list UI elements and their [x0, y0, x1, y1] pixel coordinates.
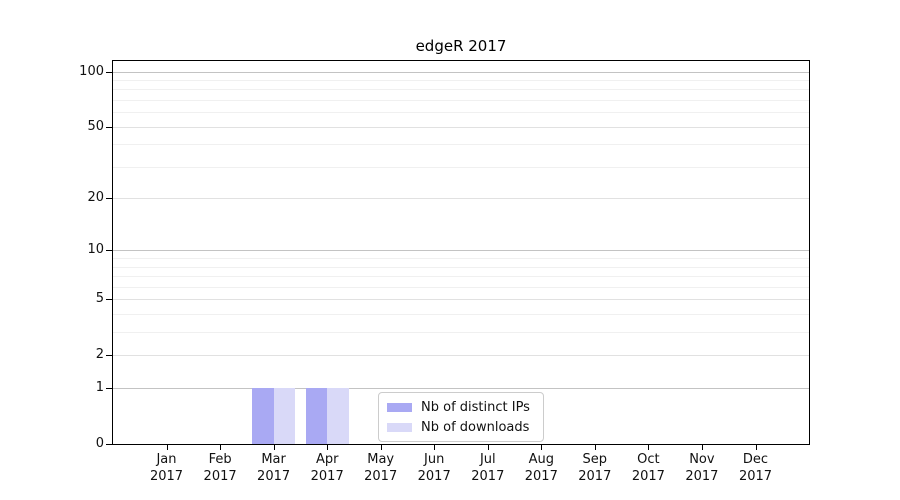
x-tick-label-line: Sep: [582, 452, 608, 467]
x-tick-label-line: 2017: [417, 469, 451, 484]
x-tick-label-line: 2017: [149, 469, 184, 484]
x-tick-label: Jun 2017: [418, 451, 451, 485]
y-tick-label: 20: [87, 190, 104, 206]
x-tick-label-line: 2017: [578, 469, 612, 484]
legend-label: Nb of downloads: [421, 419, 530, 435]
x-tick-mark: [701, 445, 703, 450]
x-tick-label: Feb 2017: [204, 451, 237, 485]
y-tick-mark: [106, 388, 112, 390]
gridline-major: [113, 388, 809, 390]
y-tick-label: 5: [95, 291, 104, 307]
legend-row: Nb of distinct IPs: [385, 398, 537, 416]
x-tick-label: Aug 2017: [525, 451, 558, 485]
x-tick-mark: [541, 445, 543, 450]
x-tick-label-line: 2017: [257, 469, 291, 484]
y-tick-label: 100: [79, 63, 104, 79]
x-tick-label-line: 2017: [738, 469, 773, 484]
gridline-semi: [113, 198, 809, 200]
x-tick-label: Jan 2017: [150, 451, 183, 485]
y-tick-label: 1: [95, 380, 104, 396]
gridline-minor: [113, 79, 809, 81]
y-tick-mark: [106, 355, 112, 357]
x-tick-label-line: 2017: [631, 469, 665, 484]
gridline-minor: [113, 332, 809, 334]
x-tick-label-line: Feb: [208, 452, 232, 467]
x-tick-label-line: Oct: [637, 452, 660, 467]
gridline-minor: [113, 314, 809, 316]
x-tick-label-line: 2017: [685, 469, 719, 484]
x-tick-label-line: Dec: [742, 452, 769, 467]
x-tick-label: Mar 2017: [257, 451, 290, 485]
y-tick-mark: [106, 126, 112, 128]
x-tick-mark: [220, 445, 222, 450]
x-tick-label: May 2017: [364, 451, 397, 485]
y-tick-mark: [106, 71, 112, 73]
bar-distinct-ips: [252, 388, 274, 444]
gridline-minor: [113, 89, 809, 91]
legend-swatch-icon: [387, 422, 412, 432]
y-tick-mark: [106, 444, 112, 445]
x-tick-label-line: 2017: [524, 469, 558, 484]
y-tick-label: 2: [95, 347, 104, 363]
x-tick-label: Apr 2017: [311, 451, 344, 485]
x-tick-mark: [166, 445, 168, 450]
x-tick-label-line: Nov: [689, 452, 715, 467]
y-tick-label: 0: [95, 436, 104, 451]
legend-label: Nb of distinct IPs: [421, 399, 530, 415]
bar-distinct-ips: [305, 388, 328, 444]
x-tick-mark: [327, 445, 329, 450]
gridline-minor: [113, 258, 809, 260]
gridline-minor: [113, 266, 809, 268]
bar-downloads: [327, 388, 349, 444]
x-tick-label-line: Jun: [424, 452, 445, 467]
chart-title: edgeR 2017: [415, 37, 507, 55]
y-tick-label: 50: [87, 118, 104, 134]
x-tick-label: Nov 2017: [685, 451, 718, 485]
gridline-major: [113, 71, 809, 73]
x-tick-mark: [755, 445, 757, 450]
gridline-minor: [113, 99, 809, 101]
gridline-minor: [113, 112, 809, 114]
gridline-minor: [113, 144, 809, 146]
gridline-minor: [113, 276, 809, 278]
bar-downloads: [273, 388, 296, 444]
x-tick-mark: [380, 445, 382, 450]
x-tick-label-line: 2017: [364, 469, 398, 484]
x-tick-label-line: May: [367, 452, 395, 467]
gridline-semi: [113, 299, 809, 301]
gridline-semi: [113, 355, 809, 357]
legend-row: Nb of downloads: [385, 418, 537, 436]
legend-swatch-icon: [387, 402, 412, 412]
x-tick-label-line: Mar: [261, 452, 286, 467]
gridline-major: [113, 250, 809, 252]
y-tick-mark: [106, 250, 112, 252]
x-tick-mark: [594, 445, 596, 450]
y-tick-mark: [106, 198, 112, 200]
x-tick-mark: [487, 445, 489, 450]
legend: Nb of distinct IPs Nb of downloads: [378, 392, 544, 442]
x-tick-label-line: Jan: [156, 452, 177, 467]
x-tick-label-line: Aug: [528, 452, 554, 467]
x-tick-mark: [273, 445, 275, 450]
x-tick-label: Sep 2017: [578, 451, 611, 485]
gridline-minor: [113, 286, 809, 288]
x-tick-label: Jul 2017: [471, 451, 504, 485]
x-tick-mark: [648, 445, 650, 450]
gridline-minor: [113, 166, 809, 168]
x-tick-label-line: Apr: [315, 452, 339, 467]
x-tick-label-line: Jul: [479, 452, 496, 467]
x-tick-label: Dec 2017: [739, 451, 772, 485]
gridline-semi: [113, 126, 809, 128]
x-tick-label: Oct 2017: [632, 451, 665, 485]
y-tick-mark: [106, 299, 112, 301]
x-tick-label-line: 2017: [471, 469, 505, 484]
plot-area: [112, 60, 810, 445]
x-tick-label-line: 2017: [310, 469, 344, 484]
y-tick-label: 10: [87, 242, 104, 258]
x-tick-label-line: 2017: [203, 469, 237, 484]
x-tick-mark: [434, 445, 436, 450]
